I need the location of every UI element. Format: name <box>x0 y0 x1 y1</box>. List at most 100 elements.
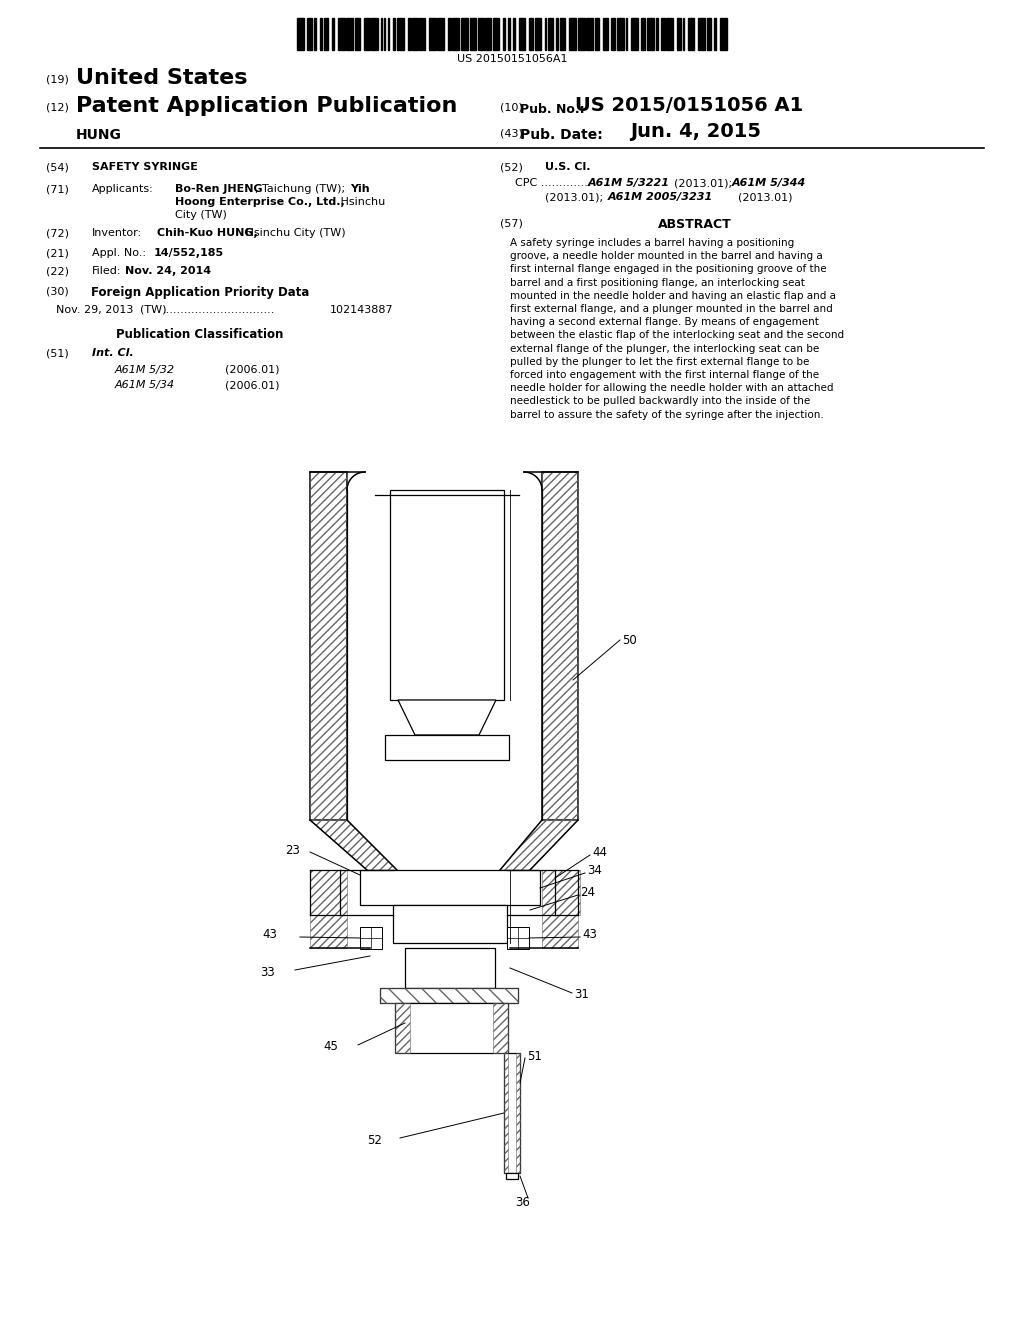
Bar <box>346 18 353 50</box>
Text: (71): (71) <box>46 183 69 194</box>
Text: A61M 5/34: A61M 5/34 <box>115 380 175 389</box>
Text: 23: 23 <box>285 843 300 857</box>
Bar <box>338 18 344 50</box>
Polygon shape <box>398 700 496 735</box>
Bar <box>512 18 515 50</box>
Text: 36: 36 <box>515 1196 529 1209</box>
Bar <box>697 18 705 50</box>
Bar <box>319 18 322 50</box>
Bar <box>385 735 509 760</box>
Bar <box>542 473 578 820</box>
Bar <box>569 18 575 50</box>
Text: CPC ..............: CPC .............. <box>515 178 592 187</box>
Text: 52: 52 <box>367 1134 382 1147</box>
Text: 34: 34 <box>587 865 602 878</box>
Text: Chih-Kuo HUNG,: Chih-Kuo HUNG, <box>157 228 258 238</box>
Text: 31: 31 <box>574 989 589 1002</box>
Text: Yih: Yih <box>350 183 370 194</box>
Bar <box>428 18 435 50</box>
Bar <box>586 18 593 50</box>
Text: (30): (30) <box>46 286 69 296</box>
Text: (12): (12) <box>46 103 69 114</box>
Bar <box>631 18 638 50</box>
Text: City (TW): City (TW) <box>175 210 227 220</box>
Bar <box>423 18 425 50</box>
Text: 51: 51 <box>527 1049 542 1063</box>
Text: pulled by the plunger to let the first external flange to be: pulled by the plunger to let the first e… <box>510 356 809 367</box>
Text: between the elastic flap of the interlocking seat and the second: between the elastic flap of the interloc… <box>510 330 844 341</box>
Text: Inventor:: Inventor: <box>92 228 142 238</box>
Bar <box>381 18 382 50</box>
Bar <box>655 18 658 50</box>
Text: having a second external flange. By means of engagement: having a second external flange. By mean… <box>510 317 819 327</box>
Text: Hsinchu City (TW): Hsinchu City (TW) <box>242 228 346 238</box>
Bar <box>306 18 312 50</box>
Text: A61M 5/344: A61M 5/344 <box>732 178 806 187</box>
Text: (54): (54) <box>46 162 69 172</box>
Text: (2006.01): (2006.01) <box>225 366 280 375</box>
Bar <box>332 18 334 50</box>
Bar <box>528 18 532 50</box>
Bar <box>535 18 541 50</box>
Text: (43): (43) <box>500 128 523 139</box>
Text: (19): (19) <box>46 75 69 84</box>
Bar <box>683 18 684 50</box>
Text: A61M 5/32: A61M 5/32 <box>115 366 175 375</box>
Text: A61M 2005/3231: A61M 2005/3231 <box>608 191 714 202</box>
Text: Nov. 29, 2013: Nov. 29, 2013 <box>56 305 133 315</box>
Text: Nov. 24, 2014: Nov. 24, 2014 <box>125 267 211 276</box>
Text: 45: 45 <box>323 1040 338 1053</box>
Bar <box>720 18 727 50</box>
Bar <box>297 18 304 50</box>
Text: Filed:: Filed: <box>92 267 122 276</box>
Text: Publication Classification: Publication Classification <box>117 327 284 341</box>
Bar <box>395 1003 508 1053</box>
Bar <box>390 490 504 700</box>
Bar <box>371 18 378 50</box>
Bar <box>380 987 518 1003</box>
Bar <box>666 18 673 50</box>
Text: (2013.01);: (2013.01); <box>674 178 732 187</box>
Text: barrel to assure the safety of the syringe after the injection.: barrel to assure the safety of the syrin… <box>510 409 823 420</box>
Text: first internal flange engaged in the positioning groove of the: first internal flange engaged in the pos… <box>510 264 826 275</box>
Bar <box>660 18 665 50</box>
Bar <box>545 18 546 50</box>
Bar <box>452 18 459 50</box>
Bar <box>393 906 507 942</box>
Bar <box>555 18 558 50</box>
Bar <box>485 18 490 50</box>
Text: Int. Cl.: Int. Cl. <box>92 348 134 358</box>
Text: Pub. Date:: Pub. Date: <box>520 128 603 143</box>
Text: needlestick to be pulled backwardly into the inside of the: needlestick to be pulled backwardly into… <box>510 396 810 407</box>
Text: (10): (10) <box>500 103 522 114</box>
Text: (57): (57) <box>500 218 523 228</box>
Text: mounted in the needle holder and having an elastic flap and a: mounted in the needle holder and having … <box>510 290 836 301</box>
Text: Jun. 4, 2015: Jun. 4, 2015 <box>630 121 761 141</box>
Text: Applicants:: Applicants: <box>92 183 154 194</box>
Bar <box>313 18 316 50</box>
Text: Hoong Enterprise Co., Ltd.,: Hoong Enterprise Co., Ltd., <box>175 197 345 207</box>
Text: United States: United States <box>76 69 248 88</box>
Bar <box>412 18 418 50</box>
Text: external flange of the plunger, the interlocking seat can be: external flange of the plunger, the inte… <box>510 343 819 354</box>
Text: first external flange, and a plunger mounted in the barrel and: first external flange, and a plunger mou… <box>510 304 833 314</box>
Text: (22): (22) <box>46 267 69 276</box>
Text: ABSTRACT: ABSTRACT <box>658 218 732 231</box>
Bar <box>364 18 370 50</box>
Text: A61M 5/3221: A61M 5/3221 <box>588 178 670 187</box>
Bar <box>714 18 716 50</box>
Text: (52): (52) <box>500 162 523 172</box>
Bar <box>449 18 451 50</box>
Text: Foreign Application Priority Data: Foreign Application Priority Data <box>91 286 309 300</box>
Text: US 2015/0151056 A1: US 2015/0151056 A1 <box>575 96 803 115</box>
Bar <box>419 18 422 50</box>
Bar <box>610 18 614 50</box>
Bar <box>578 18 585 50</box>
Bar <box>519 18 524 50</box>
Text: barrel and a first positioning flange, an interlocking seat: barrel and a first positioning flange, a… <box>510 277 805 288</box>
Bar <box>503 18 505 50</box>
Bar <box>602 18 608 50</box>
Bar <box>437 18 444 50</box>
Text: (2013.01);: (2013.01); <box>545 191 603 202</box>
Text: US 20150151056A1: US 20150151056A1 <box>457 54 567 63</box>
